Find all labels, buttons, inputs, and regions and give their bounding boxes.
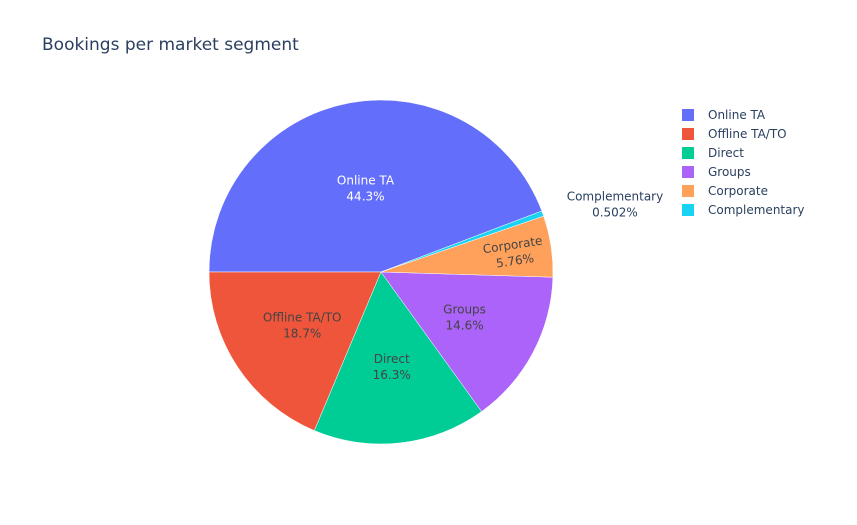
legend-swatch (682, 147, 694, 159)
slice-label-percent: 14.6% (445, 318, 483, 332)
slice-label-online-ta: Online TA 44.3% (337, 173, 395, 203)
legend-label: Direct (708, 146, 744, 160)
legend-item-corporate[interactable]: Corporate (682, 184, 768, 198)
slice-label-name: Groups (443, 302, 486, 316)
slice-label-percent: 18.7% (283, 326, 321, 340)
legend-swatch (682, 185, 694, 197)
legend-item-direct[interactable]: Direct (682, 146, 744, 160)
pie-slice-direct[interactable] (314, 271, 482, 445)
slice-label-name: Offline TA/TO (263, 310, 342, 324)
slice-label-complementary: Complementary 0.502% (567, 189, 664, 219)
legend-item-groups[interactable]: Groups (682, 165, 751, 179)
legend-swatch (682, 166, 694, 178)
legend-swatch (682, 128, 694, 140)
legend-swatch (682, 109, 694, 121)
slice-label-groups: Groups 14.6% (443, 302, 486, 332)
slice-label-name: Online TA (337, 173, 395, 187)
legend-label: Online TA (708, 108, 766, 122)
slice-label-offline-ta-to: Offline TA/TO 18.7% (263, 310, 342, 340)
legend-label: Corporate (708, 184, 768, 198)
slice-label-name: Complementary (567, 189, 664, 203)
slice-label-name: Direct (374, 352, 410, 366)
legend-label: Groups (708, 165, 751, 179)
legend-label: Offline TA/TO (708, 127, 787, 141)
legend-item-complementary[interactable]: Complementary (682, 203, 805, 217)
slice-label-percent: 0.502% (592, 205, 638, 219)
pie-labels: Online TA 44.3% Offline TA/TO 18.7% Direct 16… (263, 173, 663, 382)
slice-label-percent: 16.3% (373, 368, 411, 382)
legend: Online TA Offline TA/TO Direct Groups Corpor… (682, 108, 805, 217)
pie-slice-online-ta[interactable] (208, 99, 543, 273)
pie-slice-groups[interactable] (380, 271, 554, 412)
slice-label-percent: 5.76% (495, 251, 535, 271)
pie-slice-complementary[interactable] (380, 210, 544, 273)
legend-swatch (682, 204, 694, 216)
chart-title: Bookings per market segment (42, 35, 299, 55)
slice-label-percent: 44.3% (346, 189, 384, 203)
slice-label-direct: Direct 16.3% (373, 352, 411, 382)
pie-slices (208, 99, 554, 445)
legend-item-online-ta[interactable]: Online TA (682, 108, 766, 122)
legend-label: Complementary (708, 203, 805, 217)
legend-item-offline-ta-to[interactable]: Offline TA/TO (682, 127, 787, 141)
pie-slice-offline-ta-to[interactable] (208, 271, 382, 431)
